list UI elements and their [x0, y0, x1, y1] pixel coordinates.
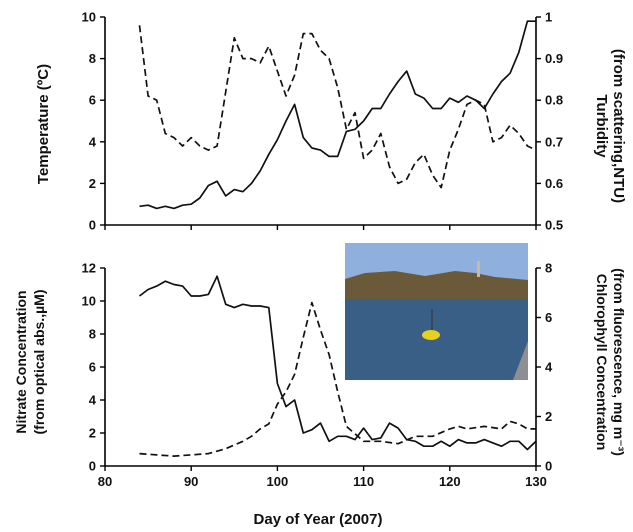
top-ticks: 0 2 4 6 8 10 0.5 0.6 0.7 0.8 0.9 1: [82, 10, 564, 233]
left-tick-label: 2: [89, 176, 96, 191]
left-tick-label: 6: [89, 93, 96, 108]
right-tick-label: 0.9: [545, 51, 563, 66]
x-tick-label: 100: [267, 474, 289, 489]
x-tick-label: 90: [184, 474, 198, 489]
right-tick-label: 2: [545, 409, 552, 424]
solid-series-line: [139, 20, 536, 210]
right-tick-label: 0: [545, 459, 552, 474]
left-tick-label: 4: [89, 393, 97, 408]
left-tick-label: 12: [82, 261, 96, 276]
right-tick-label: 0.6: [545, 176, 563, 191]
right-tick-label: 0.8: [545, 93, 563, 108]
bottom-right-axis-title-line2: (from fluorescence, mg m⁻³): [611, 268, 627, 456]
bottom-right-axis-title-line1: Chlorophyll Concentration: [594, 274, 610, 451]
right-tick-label: 6: [545, 310, 552, 325]
left-tick-label: 0: [89, 459, 96, 474]
photo-water: [345, 299, 528, 380]
left-tick-label: 8: [89, 327, 96, 342]
top-marks: [104, 17, 537, 226]
top-panel: 0 2 4 6 8 10 0.5 0.6 0.7 0.8 0.9 1 Temperature (ºC)…: [35, 10, 627, 233]
left-tick-label: 2: [89, 426, 96, 441]
right-tick-label: 0.7: [545, 134, 563, 149]
photo-buoy: [422, 330, 440, 340]
bottom-left-axis-title-line2: (from optical abs.,µM): [31, 290, 47, 435]
top-right-axis-title-line1: Turbidity: [593, 94, 610, 158]
x-tick-label: 130: [525, 474, 547, 489]
photo-tower: [477, 261, 480, 277]
top-left-axis-title: Temperature (ºC): [35, 64, 52, 184]
left-tick-label: 8: [89, 51, 96, 66]
dashed-series-line: [139, 301, 536, 457]
x-axis-title: Day of Year (2007): [254, 511, 383, 528]
left-tick-label: 10: [82, 10, 96, 25]
right-tick-label: 0.5: [545, 218, 563, 233]
top-right-axis-title-line2: (from scattering,NTU): [610, 49, 627, 203]
right-tick-label: 8: [545, 261, 552, 276]
x-tick-label: 80: [98, 474, 112, 489]
bottom-left-axis-title-line1: Nitrate Concentration: [13, 290, 29, 433]
photo-hills: [345, 271, 528, 301]
solid-series-line: [138, 275, 537, 451]
left-tick-label: 4: [89, 134, 97, 149]
dashed-series-line: [138, 25, 537, 189]
right-tick-label: 1: [545, 10, 552, 25]
x-tick-label: 120: [439, 474, 461, 489]
right-tick-label: 4: [545, 360, 553, 375]
inset-photo: [345, 243, 528, 380]
photo-shore-right: [513, 341, 528, 380]
left-tick-label: 10: [82, 294, 96, 309]
left-tick-label: 6: [89, 360, 96, 375]
x-tick-label: 110: [353, 474, 374, 489]
left-tick-label: 0: [89, 218, 96, 233]
